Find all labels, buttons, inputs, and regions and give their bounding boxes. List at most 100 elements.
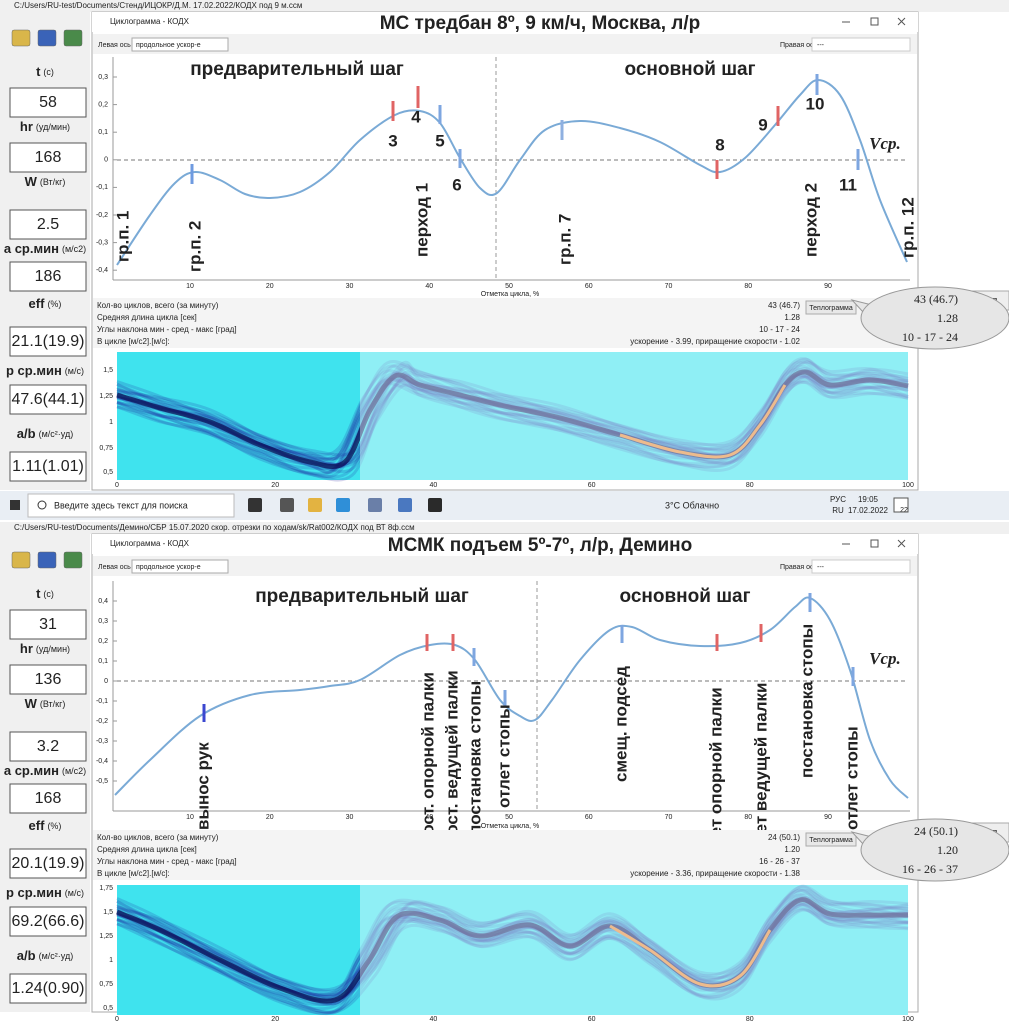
stats-value: 16 - 26 - 37 <box>759 857 800 866</box>
event-number: 5 <box>435 131 444 150</box>
x-tick-label: 10 <box>186 814 194 821</box>
taskbar-app[interactable] <box>368 498 382 512</box>
left-axis-select[interactable] <box>131 37 229 52</box>
maximize[interactable] <box>870 539 879 548</box>
event-number: 9 <box>758 115 767 134</box>
taskbar-app[interactable] <box>248 498 262 512</box>
search-box[interactable] <box>27 493 235 518</box>
event-label: перход 2 <box>801 183 820 257</box>
right-axis-select[interactable] <box>811 37 911 52</box>
toolbar <box>93 556 917 576</box>
close[interactable] <box>897 17 906 26</box>
heatmap-x-tick: 80 <box>746 1016 754 1023</box>
metric-unit: (м/с) <box>65 888 84 898</box>
event-label: постановка стопы <box>797 624 816 778</box>
callout-value: 10 - 17 - 24 <box>902 330 958 344</box>
metric-label: p ср.мин (м/с) <box>6 885 84 900</box>
metric-box <box>9 261 87 292</box>
event-label: вынос рук <box>193 742 212 830</box>
toolbar-icon[interactable] <box>37 29 57 47</box>
y-tick-label: -0,3 <box>96 239 108 246</box>
event-number: 10 <box>806 94 825 113</box>
metric-value: 1.24(0.90) <box>12 980 85 997</box>
taskbar-app[interactable] <box>428 498 442 512</box>
window-title: Циклограмма - КОДХ <box>110 17 190 26</box>
metric-value: 20.1(19.9) <box>12 855 85 872</box>
callout-value: 24 (50.1) <box>914 824 958 838</box>
left-axis-select[interactable] <box>131 559 229 574</box>
callout-bubble <box>860 818 1009 882</box>
start-button[interactable] <box>10 500 20 510</box>
y-tick-label: 0,3 <box>98 618 108 625</box>
heatmap-button[interactable] <box>805 832 857 847</box>
metric-label: W (Вт/кг) <box>25 696 66 711</box>
maximize[interactable] <box>870 17 879 26</box>
toolbar-icon[interactable] <box>11 551 31 569</box>
metric-box <box>9 209 87 240</box>
heatmap-x-tick: 100 <box>902 482 914 489</box>
y-tick-label: 0,4 <box>98 598 108 605</box>
callout-value: 1.20 <box>937 843 958 857</box>
search-text: Введите здесь текст для поиска <box>54 500 188 510</box>
metric-label: eff (%) <box>29 296 62 311</box>
metric-box <box>9 731 87 762</box>
search-icon <box>37 500 47 510</box>
right-axis-select[interactable] <box>811 559 911 574</box>
phase-label: основной шаг <box>619 586 750 607</box>
metric-unit: (м/с²·уд) <box>39 951 74 961</box>
phase-label: основной шаг <box>624 59 755 80</box>
metric-value: 2.5 <box>37 216 59 233</box>
metric-box <box>9 609 87 640</box>
y-tick-label: -0,1 <box>96 184 108 191</box>
event-number: 4 <box>411 107 421 126</box>
event-label: постановка стопы <box>465 681 484 835</box>
heatmap-hot <box>619 384 787 459</box>
taskbar-app[interactable] <box>308 498 322 512</box>
y-tick-label: 0,2 <box>98 101 108 108</box>
event-label: отлет ведущей палки <box>751 682 770 862</box>
taskbar-app[interactable] <box>336 498 350 512</box>
heatmap-trace <box>116 378 909 457</box>
path-bar <box>0 0 1009 12</box>
file-path: C:/Users/RU-test/Documents/Стенд/ИЦОКР/Д… <box>14 1 302 10</box>
taskbar-app[interactable] <box>398 498 412 512</box>
stats-label: Средняя длина цикла [сек] <box>97 845 197 854</box>
title-bar <box>92 534 918 554</box>
right-axis-value: --- <box>817 42 825 49</box>
metric-name: hr <box>20 641 33 656</box>
x-tick-label: 90 <box>824 283 832 290</box>
taskbar-app[interactable] <box>280 498 294 512</box>
y-tick-label: -0,2 <box>96 212 108 219</box>
heatmap-button-label: Теплограмма <box>809 837 853 844</box>
heatmap-trace <box>116 364 909 461</box>
heatmap-hot <box>609 924 772 988</box>
metric-name: a/b <box>17 426 36 441</box>
x-axis-label: Отметка цикла, % <box>481 291 540 298</box>
metric-name: p ср.мин <box>6 885 62 900</box>
toolbar-icon[interactable] <box>63 29 83 47</box>
y-tick-label: -0,4 <box>96 267 108 274</box>
y-tick-label: 0 <box>104 157 108 164</box>
toolbar-icon[interactable] <box>11 29 31 47</box>
y-tick-label: -0,5 <box>96 778 108 785</box>
x-tick-label: 50 <box>505 283 513 290</box>
y-tick-label: 0,1 <box>98 658 108 665</box>
metric-name: hr <box>20 119 33 134</box>
heatmap-y-tick: 1,75 <box>99 885 113 892</box>
metric-unit: (уд/мин) <box>36 644 70 654</box>
toolbar-icon[interactable] <box>63 551 83 569</box>
toolbar-icon[interactable] <box>37 551 57 569</box>
heatmap-y-tick: 0,75 <box>99 445 113 452</box>
x-tick-label: 30 <box>346 814 354 821</box>
heatmap-y-tick: 0,5 <box>103 469 113 476</box>
metric-box <box>9 664 87 695</box>
metric-box <box>9 848 87 879</box>
heatmap-button[interactable] <box>805 300 857 315</box>
heatmap-core <box>116 369 909 470</box>
heatmap-y-tick: 1,5 <box>103 909 113 916</box>
heatmap-y-tick: 1,5 <box>103 367 113 374</box>
close[interactable] <box>897 539 906 548</box>
phase-label: предварительный шаг <box>255 586 469 607</box>
heatmap-trace <box>116 892 909 1014</box>
notification-icon[interactable] <box>893 497 909 513</box>
